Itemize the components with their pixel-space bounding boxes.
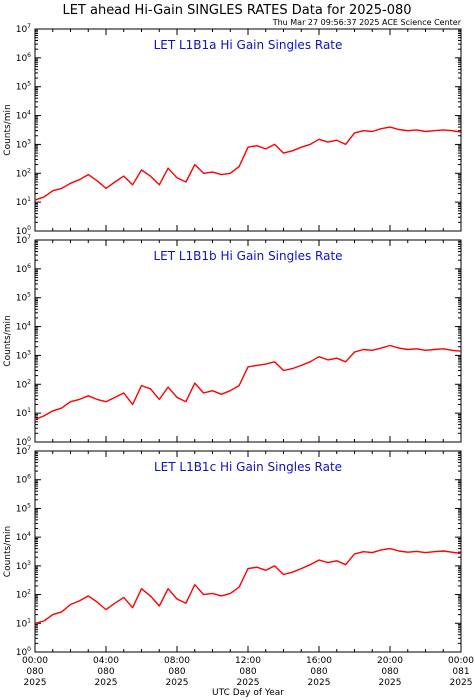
panel-title: LET L1B1b Hi Gain Singles Rate	[153, 249, 342, 263]
y-tick-label: 106	[16, 474, 31, 486]
y-tick-label: 103	[16, 560, 31, 572]
y-tick-label: 101	[16, 617, 31, 629]
y-tick-label: 100	[16, 436, 31, 448]
y-tick-label: 100	[16, 646, 31, 658]
y-tick-label: 103	[16, 138, 31, 150]
x-tick-label-day: 080	[381, 667, 398, 677]
y-tick-label: 104	[16, 321, 31, 333]
y-tick-label: 102	[16, 378, 31, 390]
x-tick-label-time: 20:00	[377, 656, 403, 666]
x-tick-label-year: 2025	[166, 678, 189, 688]
y-tick-label: 105	[16, 81, 31, 93]
y-tick-label: 101	[16, 407, 31, 419]
y-tick-label: 101	[16, 196, 31, 208]
x-tick-label-day: 080	[168, 667, 185, 677]
x-tick-label-day: 080	[26, 667, 43, 677]
x-tick-label-year: 2025	[450, 678, 473, 688]
y-tick-label: 104	[16, 531, 31, 543]
plot-frame	[34, 28, 462, 232]
data-series-line	[34, 126, 462, 201]
y-tick-label: 100	[16, 225, 31, 237]
y-tick-label: 107	[16, 445, 31, 457]
data-series-line	[34, 547, 462, 624]
x-tick-label-year: 2025	[379, 678, 402, 688]
x-tick-label-year: 2025	[24, 678, 47, 688]
chart-panel-2: 100 101 102 103 104 105 106 107 Counts/min LET L1…	[3, 234, 462, 448]
x-tick-label-year: 2025	[95, 678, 118, 688]
x-tick-label-time: 00:00	[448, 656, 474, 666]
y-tick-label: 103	[16, 349, 31, 361]
x-tick-label-time: 16:00	[306, 656, 332, 666]
panel-title: LET L1B1c Hi Gain Singles Rate	[154, 460, 342, 474]
x-tick-label-time: 08:00	[164, 656, 190, 666]
panel-title: LET L1B1a Hi Gain Singles Rate	[154, 38, 343, 52]
page-title: LET ahead Hi-Gain SINGLES RATES Data for…	[62, 3, 411, 18]
y-tick-label: 106	[16, 52, 31, 64]
y-tick-label: 105	[16, 502, 31, 514]
x-tick-label-time: 04:00	[93, 656, 119, 666]
x-tick-label-day: 081	[452, 667, 469, 677]
x-tick-label-time: 00:00	[22, 656, 48, 666]
y-axis-label: Counts/min	[3, 315, 13, 366]
timestamp: Thu Mar 27 09:56:37 2025 ACE Science Cen…	[272, 18, 462, 27]
y-tick-label: 102	[16, 167, 31, 179]
chart-panel-3: 100 101 102 103 104 105 106 107 Counts/min LET L1…	[3, 445, 462, 658]
x-tick-label-day: 080	[310, 667, 327, 677]
y-axis-label: Counts/min	[3, 526, 13, 577]
x-tick-label-time: 12:00	[235, 656, 261, 666]
x-tick-label-day: 080	[97, 667, 114, 677]
y-tick-label: 102	[16, 589, 31, 601]
y-tick-label: 104	[16, 110, 31, 122]
y-tick-label: 107	[16, 234, 31, 246]
x-tick-label-year: 2025	[308, 678, 331, 688]
y-tick-label: 106	[16, 263, 31, 275]
chart-panel-1: 100 101 102 103 104 105 106 107 Counts/min LET L1…	[3, 23, 462, 237]
data-series-line	[34, 344, 462, 421]
y-tick-label: 107	[16, 23, 31, 35]
y-axis-label: Counts/min	[3, 104, 13, 155]
y-tick-label: 105	[16, 292, 31, 304]
x-tick-label-day: 080	[239, 667, 256, 677]
plot-frame	[34, 450, 462, 653]
x-axis-label: UTC Day of Year	[212, 688, 284, 698]
plot-frame	[34, 239, 462, 443]
x-tick-label-year: 2025	[237, 678, 260, 688]
